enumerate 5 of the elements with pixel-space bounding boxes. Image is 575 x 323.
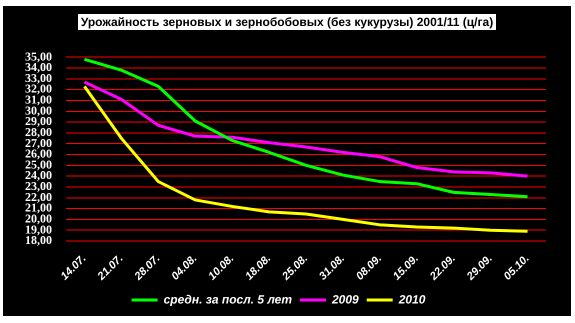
legend-label: средн. за посл. 5 лет <box>164 292 292 306</box>
legend-label: 2009 <box>331 292 360 306</box>
legend-label: 2010 <box>398 292 426 306</box>
y-tick-label: 35,00 <box>25 49 52 64</box>
chart-title: Урожайность зерновых и зернобобовых (без кукурузы) 2001/11 (ц/га) <box>78 14 496 30</box>
